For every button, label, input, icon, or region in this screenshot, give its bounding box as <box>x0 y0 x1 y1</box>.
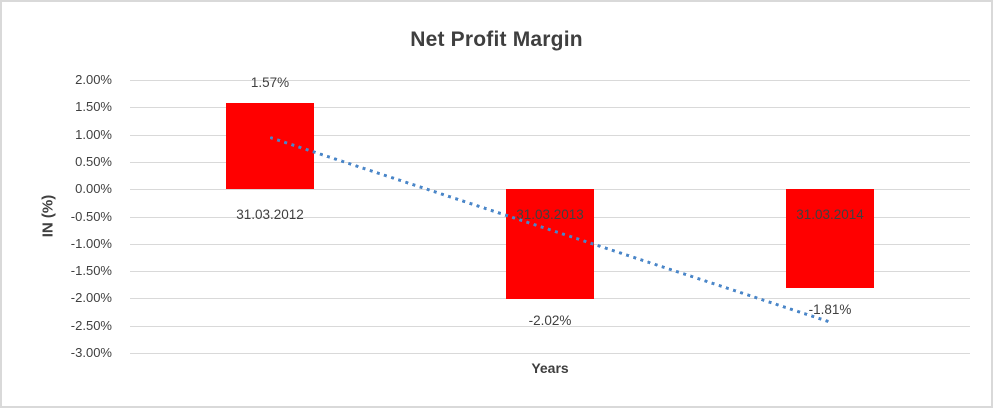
category-label: 31.03.2012 <box>236 207 304 222</box>
gridline <box>130 80 970 81</box>
y-axis-tick-label: 0.50% <box>75 154 112 169</box>
y-axis-tick-label: -1.00% <box>70 236 112 251</box>
y-axis-tick-label: -2.00% <box>70 290 112 305</box>
gridline <box>130 326 970 327</box>
data-label: 1.57% <box>250 75 290 90</box>
x-axis-title: Years <box>531 360 569 376</box>
bar-31.03.2014 <box>786 189 874 288</box>
category-label: 31.03.2014 <box>796 207 864 222</box>
chart-title: Net Profit Margin <box>410 28 583 51</box>
y-axis-tick-label: 1.50% <box>75 99 112 114</box>
gridline <box>130 135 970 136</box>
y-axis-tick-label: -3.00% <box>70 345 112 360</box>
y-axis-tick-label: 0.00% <box>75 181 112 196</box>
y-axis-tick-label: -1.50% <box>70 263 112 278</box>
bar-31.03.2013 <box>506 189 594 299</box>
y-axis-tick-label: 2.00% <box>75 72 112 87</box>
data-label: -2.02% <box>528 313 572 328</box>
y-axis-tick-label: -2.50% <box>70 318 112 333</box>
y-axis-tick-label: 1.00% <box>75 127 112 142</box>
data-label: -1.81% <box>808 302 852 317</box>
gridline <box>130 107 970 108</box>
category-label: 31.03.2013 <box>516 207 584 222</box>
gridline <box>130 353 970 354</box>
y-axis-tick-label: -0.50% <box>70 209 112 224</box>
gridline <box>130 162 970 163</box>
